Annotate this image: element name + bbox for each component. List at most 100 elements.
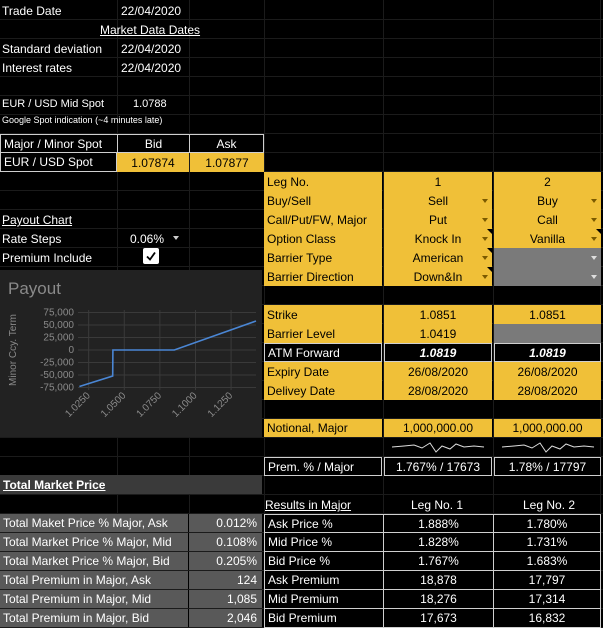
grid-hline — [0, 114, 603, 115]
comment-corner-icon — [487, 248, 492, 253]
grid-hline — [0, 38, 603, 39]
total-market-title-bar: Total Market Price — [0, 475, 262, 494]
y-axis-label: Minor Ccy. Term — [8, 314, 19, 386]
y-tick-label: -50,000 — [40, 370, 74, 381]
trade-date-value[interactable]: 22/04/2020 — [121, 4, 182, 18]
rate-steps-value[interactable]: 0.06% — [130, 232, 165, 246]
total-row-value: 0.205% — [189, 552, 262, 570]
leg2-call-put-fw-major[interactable]: Call — [494, 210, 601, 229]
dropdown-arrow-icon[interactable] — [591, 217, 597, 222]
total-row-label: Total Market Price % Major, Bid — [0, 552, 188, 570]
x-tick-label: 1.1250 — [206, 390, 236, 420]
leg1-barrier-type[interactable]: American — [384, 248, 492, 267]
results-leg1-header: Leg No. 1 — [411, 498, 464, 512]
market-data-dates-label: Market Data Dates — [100, 23, 201, 37]
payout-chart[interactable]: Payout 75,000 50,000 25,000 0 -25,000 -50,000 -… — [0, 270, 262, 437]
spot-header-ask: Ask — [189, 134, 264, 153]
leg2-barrier-direction — [494, 267, 601, 286]
leg2-notional-major[interactable]: 1,000,000.00 — [494, 419, 601, 437]
leg1-leg-no-[interactable]: 1 — [384, 172, 492, 191]
leg2-option-class[interactable]: Vanilla — [494, 229, 601, 248]
leg-row-label: Option Class — [264, 229, 382, 248]
leg1-buy-sell[interactable]: Sell — [384, 191, 492, 210]
dropdown-arrow-icon[interactable] — [482, 274, 488, 279]
spot-header-label: Major / Minor Spot — [0, 134, 117, 153]
grid-vline — [493, 0, 494, 627]
dropdown-arrow-icon[interactable] — [591, 255, 597, 260]
y-tick-label: -75,000 — [40, 383, 74, 394]
leg-row-label: Barrier Direction — [264, 267, 382, 286]
result-leg2-value: 17,797 — [493, 571, 601, 590]
y-tick-label: 25,000 — [43, 333, 74, 344]
total-row-value: 1,085 — [189, 590, 262, 608]
result-leg2-value: 16,832 — [493, 609, 601, 628]
leg1-strike[interactable]: 1.0851 — [384, 305, 492, 324]
grid-hline — [0, 152, 603, 153]
std-dev-date[interactable]: 22/04/2020 — [121, 42, 182, 56]
comment-corner-icon — [596, 229, 601, 234]
google-spot-note: Google Spot indication (~4 minutes late) — [2, 115, 163, 125]
result-row-label: Mid Price % — [264, 533, 383, 552]
y-tick-label: 75,000 — [43, 308, 74, 319]
leg-row-label: Call/Put/FW, Major — [264, 210, 382, 229]
payout-series-line — [79, 320, 257, 388]
std-dev-label: Standard deviation — [2, 42, 103, 56]
result-leg1-value: 18,276 — [383, 590, 493, 609]
leg-row-label: Buy/Sell — [264, 191, 382, 210]
result-leg1-value: 1.828% — [383, 533, 493, 552]
leg1-barrier-level[interactable]: 1.0419 — [384, 324, 492, 343]
y-tick-label: 0 — [68, 345, 74, 356]
y-tick-label: 50,000 — [43, 320, 74, 331]
mid-spot-label: EUR / USD Mid Spot — [2, 98, 105, 110]
dropdown-arrow-icon[interactable] — [591, 274, 597, 279]
dropdown-arrow-icon[interactable] — [482, 236, 488, 241]
dropdown-arrow-icon[interactable] — [482, 198, 488, 203]
rate-steps-label: Rate Steps — [2, 232, 62, 246]
leg1-barrier-direction[interactable]: Down&In — [384, 267, 492, 286]
leg2-leg-no-[interactable]: 2 — [494, 172, 601, 191]
leg1-notional-major[interactable]: 1,000,000.00 — [384, 419, 492, 437]
leg2-strike[interactable]: 1.0851 — [494, 305, 601, 324]
spot-bid-value: 1.07874 — [117, 153, 189, 172]
result-leg1-value: 1.767% — [383, 552, 493, 571]
total-market-title: Total Market Price — [3, 477, 106, 492]
dropdown-arrow-icon[interactable] — [591, 236, 597, 241]
grid-hline — [0, 418, 603, 419]
result-leg2-value: 17,314 — [493, 590, 601, 609]
dropdown-arrow-icon[interactable] — [482, 217, 488, 222]
leg1-expiry-date[interactable]: 26/08/2020 — [384, 362, 492, 381]
grid-hline — [0, 513, 603, 514]
leg2-atm-forward: 1.0819 — [494, 343, 601, 362]
dropdown-arrow-icon[interactable] — [482, 255, 488, 260]
leg2-prem-major: 1.78% / 17797 — [494, 457, 601, 476]
rate-steps-dropdown-icon[interactable] — [173, 236, 179, 240]
results-title: Results in Major — [265, 498, 352, 512]
leg1-option-class[interactable]: Knock In — [384, 229, 492, 248]
grid-hline — [0, 133, 603, 134]
leg2-expiry-date[interactable]: 26/08/2020 — [494, 362, 601, 381]
leg-row-label: Delivey Date — [264, 381, 382, 400]
total-row-value: 2,046 — [189, 609, 262, 627]
dropdown-arrow-icon[interactable] — [591, 198, 597, 203]
grid-hline — [0, 437, 603, 438]
grid-hline — [0, 456, 603, 457]
interest-rates-date[interactable]: 22/04/2020 — [121, 61, 182, 75]
leg2-delivey-date[interactable]: 28/08/2020 — [494, 381, 601, 400]
result-leg1-value: 18,878 — [383, 571, 493, 590]
leg-row-label: Notional, Major — [264, 419, 382, 437]
x-tick-label: 1.0250 — [63, 390, 93, 420]
comment-corner-icon — [487, 267, 492, 272]
result-row-label: Bid Premium — [264, 609, 383, 628]
premium-include-checkbox[interactable] — [143, 248, 159, 264]
leg2-buy-sell[interactable]: Buy — [494, 191, 601, 210]
result-leg2-value: 1.683% — [493, 552, 601, 571]
leg1-delivey-date[interactable]: 28/08/2020 — [384, 381, 492, 400]
leg2-barrier-level — [494, 324, 601, 343]
total-row-value: 0.108% — [189, 533, 262, 551]
checkmark-icon — [146, 251, 156, 261]
leg1-call-put-fw-major[interactable]: Put — [384, 210, 492, 229]
spot-header-bid: Bid — [117, 134, 189, 153]
leg1-prem-major: 1.767% / 17673 — [384, 457, 492, 476]
result-leg1-value: 17,673 — [383, 609, 493, 628]
leg2-barrier-type — [494, 248, 601, 267]
